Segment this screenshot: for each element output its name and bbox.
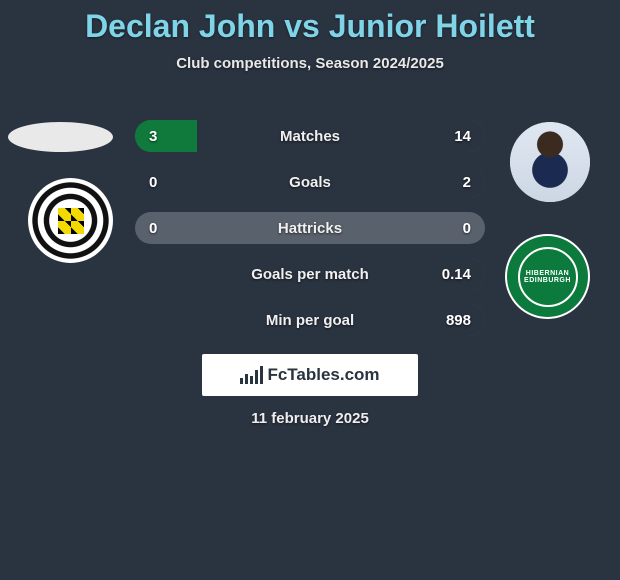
stat-label: Min per goal bbox=[266, 312, 354, 329]
brand-chart-icon bbox=[240, 366, 263, 384]
stat-row: 898 Min per goal bbox=[135, 304, 485, 336]
stat-row: 0.14 Goals per match bbox=[135, 258, 485, 290]
stat-label: Goals bbox=[289, 174, 331, 191]
club-badge-text-bot: EDINBURGH bbox=[524, 277, 571, 284]
brand-text: FcTables.com bbox=[267, 365, 379, 385]
stat-row: 3 14 Matches bbox=[135, 120, 485, 152]
stat-label: Goals per match bbox=[251, 266, 369, 283]
stat-right-value: 0 bbox=[463, 220, 471, 237]
stat-left-value: 0 bbox=[149, 174, 157, 191]
brand-box[interactable]: FcTables.com bbox=[202, 354, 418, 396]
stat-right-value: 0.14 bbox=[442, 266, 471, 283]
page-title: Declan John vs Junior Hoilett bbox=[0, 0, 620, 45]
stat-label: Hattricks bbox=[278, 220, 342, 237]
stat-left-value: 3 bbox=[149, 128, 157, 145]
stat-left-value: 0 bbox=[149, 220, 157, 237]
player2-club-badge: HIBERNIAN EDINBURGH bbox=[505, 234, 590, 319]
player2-photo bbox=[510, 122, 590, 202]
stat-right-value: 898 bbox=[446, 312, 471, 329]
stat-right-value: 2 bbox=[463, 174, 471, 191]
stat-right-value: 14 bbox=[454, 128, 471, 145]
page-subtitle: Club competitions, Season 2024/2025 bbox=[0, 55, 620, 72]
player1-club-badge bbox=[28, 178, 113, 263]
player1-photo-placeholder bbox=[8, 122, 113, 152]
stat-label: Matches bbox=[280, 128, 340, 145]
club-badge-text-top: HIBERNIAN bbox=[526, 270, 569, 277]
stat-fill-left bbox=[135, 120, 197, 152]
date-label: 11 february 2025 bbox=[0, 410, 620, 427]
stats-container: 3 14 Matches 0 2 Goals 0 0 Hattricks 0.14 Goals pe… bbox=[135, 120, 485, 350]
stat-fill-right bbox=[197, 120, 485, 152]
stat-row: 0 2 Goals bbox=[135, 166, 485, 198]
stat-row: 0 0 Hattricks bbox=[135, 212, 485, 244]
